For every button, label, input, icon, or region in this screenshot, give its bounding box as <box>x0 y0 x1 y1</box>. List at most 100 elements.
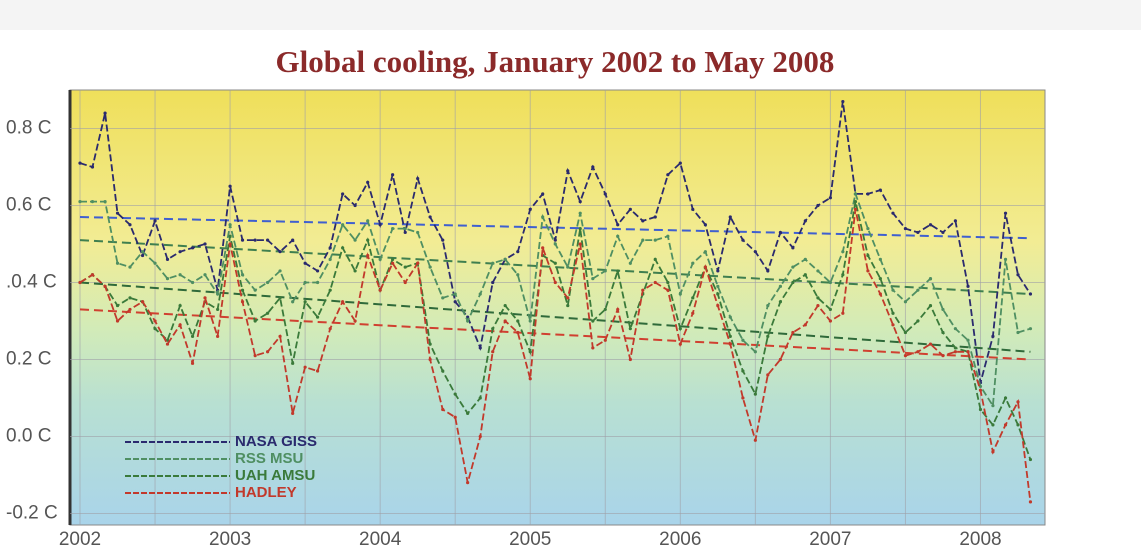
data-point <box>928 303 933 308</box>
data-point <box>265 280 270 285</box>
data-point <box>741 338 745 342</box>
data-point <box>603 338 607 342</box>
data-point <box>716 292 720 296</box>
data-point <box>728 342 732 346</box>
data-point <box>378 223 382 227</box>
x-tick-label: 2005 <box>509 529 551 550</box>
data-point <box>991 404 995 408</box>
data-point <box>528 377 532 381</box>
plot-area <box>69 89 1046 526</box>
data-point <box>591 165 595 169</box>
data-point <box>391 226 395 231</box>
data-point <box>128 265 132 269</box>
data-point <box>353 319 357 323</box>
data-point <box>541 215 545 219</box>
data-point <box>703 250 707 254</box>
data-point <box>103 284 107 288</box>
data-point <box>416 230 420 235</box>
data-point <box>1003 211 1008 215</box>
data-point <box>716 303 720 308</box>
data-point <box>528 350 532 354</box>
data-point <box>366 238 370 242</box>
data-point <box>941 330 945 335</box>
data-point <box>1028 292 1033 296</box>
data-point <box>441 296 445 300</box>
data-point <box>115 261 120 265</box>
data-point <box>1028 327 1033 331</box>
y-tick-label: 0.2 C <box>6 348 51 369</box>
data-point <box>103 111 107 115</box>
x-tick-label: 2008 <box>959 529 1001 550</box>
data-point <box>916 319 920 323</box>
data-point <box>578 200 582 204</box>
data-point <box>303 280 307 285</box>
data-point <box>516 319 520 323</box>
data-point <box>841 99 845 104</box>
data-point <box>728 334 732 338</box>
data-point <box>228 184 232 188</box>
data-point <box>328 257 332 261</box>
data-point <box>841 311 845 315</box>
legend-label: UAH AMSU <box>235 467 315 484</box>
data-point <box>803 273 807 277</box>
data-point <box>641 219 645 223</box>
data-point <box>403 226 407 231</box>
data-point <box>153 327 157 331</box>
data-point <box>941 307 945 312</box>
data-point <box>603 192 607 196</box>
data-point <box>216 334 220 338</box>
data-point <box>228 223 232 227</box>
y-tick-label: 0.8 C <box>6 118 51 139</box>
data-point <box>953 219 958 223</box>
data-point <box>466 319 470 323</box>
data-point <box>441 369 445 373</box>
data-point <box>816 203 820 208</box>
data-point <box>653 238 657 242</box>
data-point <box>391 257 395 261</box>
trend-line <box>79 239 1031 296</box>
data-point <box>265 311 270 315</box>
data-point <box>178 250 182 254</box>
y-tick-label: 0.6 C <box>6 195 51 216</box>
data-point <box>140 300 145 304</box>
data-point <box>528 319 532 323</box>
data-point <box>1003 423 1008 427</box>
data-point <box>291 411 295 415</box>
data-point <box>291 238 295 242</box>
data-point <box>265 350 270 354</box>
data-point <box>328 246 332 250</box>
data-point <box>1016 330 1020 335</box>
data-point <box>966 350 970 354</box>
data-point <box>566 169 570 173</box>
data-point <box>428 342 432 346</box>
data-point <box>453 300 457 304</box>
data-point <box>391 261 395 265</box>
data-point <box>891 323 895 327</box>
data-point <box>878 257 882 261</box>
data-point <box>516 273 520 277</box>
data-point <box>703 265 707 269</box>
data-point <box>253 354 257 358</box>
data-point <box>278 250 282 254</box>
legend-label: HADLEY <box>235 484 297 501</box>
data-point <box>928 223 933 227</box>
data-point <box>716 284 720 288</box>
data-point <box>803 323 807 327</box>
data-point <box>503 257 507 261</box>
data-point <box>741 238 745 242</box>
data-point <box>216 292 220 296</box>
data-point <box>1028 457 1033 462</box>
data-point <box>553 261 557 265</box>
data-point <box>566 303 570 308</box>
data-point <box>90 273 95 277</box>
data-point <box>691 311 695 315</box>
data-point <box>866 226 870 231</box>
data-point <box>403 265 407 269</box>
data-point <box>128 296 132 300</box>
trend-line <box>79 308 1031 361</box>
data-point <box>878 188 882 192</box>
data-point <box>1003 396 1008 400</box>
data-point <box>428 265 432 269</box>
data-point <box>666 280 670 285</box>
